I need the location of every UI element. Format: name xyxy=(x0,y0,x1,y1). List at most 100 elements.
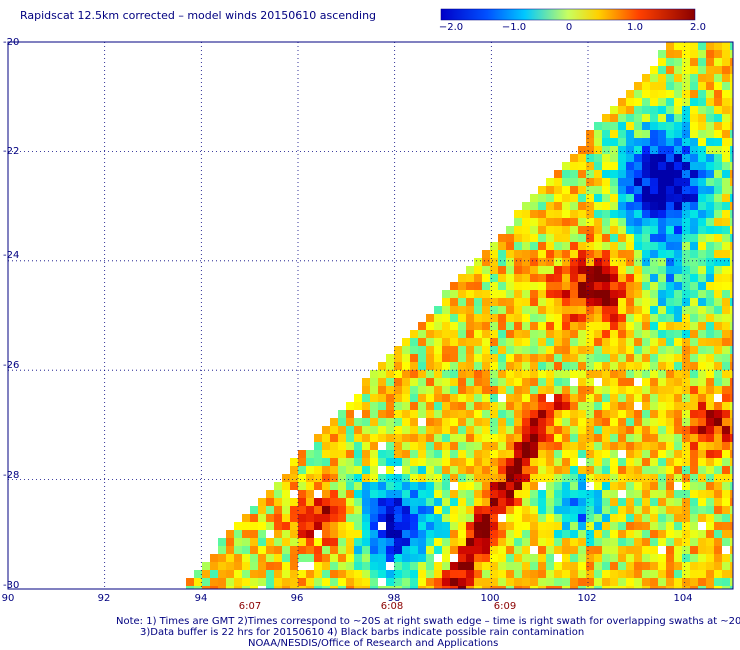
swath-cell xyxy=(522,314,530,322)
swath-cell xyxy=(626,186,634,194)
swath-cell xyxy=(618,570,626,578)
swath-cell xyxy=(298,546,306,554)
swath-cell xyxy=(602,298,610,306)
swath-cell xyxy=(386,434,394,442)
swath-cell xyxy=(570,242,578,250)
swath-cell xyxy=(674,386,682,394)
swath-cell xyxy=(698,106,706,114)
swath-cell xyxy=(530,586,538,589)
swath-cell xyxy=(522,354,530,362)
swath-cell xyxy=(666,186,674,194)
swath-cell xyxy=(602,338,610,346)
swath-cell xyxy=(626,146,634,154)
swath-cell xyxy=(610,266,618,274)
swath-cell xyxy=(682,114,690,122)
swath-cell xyxy=(482,410,490,418)
swath-cell xyxy=(522,386,530,394)
swath-cell xyxy=(402,578,410,586)
swath-cell xyxy=(266,498,274,506)
swath-cell xyxy=(434,338,442,346)
swath-cell xyxy=(698,458,706,466)
swath-cell xyxy=(658,106,666,114)
swath-cell xyxy=(714,490,722,498)
swath-cell xyxy=(530,282,538,290)
swath-cell xyxy=(714,162,722,170)
swath-cell xyxy=(570,434,578,442)
swath-cell xyxy=(274,506,282,514)
swath-cell xyxy=(546,362,554,370)
swath-cell xyxy=(666,106,674,114)
swath-cell xyxy=(594,362,602,370)
swath-cell xyxy=(434,410,442,418)
map-frame xyxy=(7,41,734,590)
swath-cell xyxy=(554,578,562,586)
swath-cell xyxy=(682,490,690,498)
swath-cell xyxy=(554,514,562,522)
swath-cell xyxy=(530,466,538,474)
swath-cell xyxy=(290,570,298,578)
swath-cell xyxy=(298,450,306,458)
swath-cell xyxy=(522,242,530,250)
swath-cell xyxy=(650,402,658,410)
swath-cell xyxy=(458,418,466,426)
swath-cell xyxy=(698,466,706,474)
swath-cell xyxy=(586,458,594,466)
swath-cell xyxy=(538,226,546,234)
swath-cell xyxy=(386,426,394,434)
swath-cell xyxy=(490,530,498,538)
swath-cell xyxy=(386,418,394,426)
swath-cell xyxy=(682,106,690,114)
swath-cell xyxy=(282,474,290,482)
swath-cell xyxy=(722,434,730,442)
swath-cell xyxy=(594,570,602,578)
swath-cell xyxy=(498,562,506,570)
swath-cell xyxy=(522,522,530,530)
swath-cell xyxy=(602,498,610,506)
swath-cell xyxy=(570,330,578,338)
swath-cell xyxy=(658,546,666,554)
swath-cell xyxy=(490,322,498,330)
swath-cell xyxy=(658,178,666,186)
swath-cell xyxy=(418,474,426,482)
swath-cell xyxy=(410,546,418,554)
swath-cell xyxy=(490,522,498,530)
swath-cell xyxy=(442,530,450,538)
swath-cell xyxy=(546,402,554,410)
swath-cell xyxy=(234,578,242,586)
swath-cell xyxy=(586,370,594,378)
swath-cell xyxy=(498,314,506,322)
swath-cell xyxy=(618,370,626,378)
swath-cell xyxy=(690,482,698,490)
swath-cell xyxy=(698,402,706,410)
swath-cell xyxy=(562,418,570,426)
swath-cell xyxy=(626,138,634,146)
swath-cell xyxy=(722,98,730,106)
swath-cell xyxy=(562,386,570,394)
swath-cell xyxy=(362,426,370,434)
swath-cell xyxy=(658,450,666,458)
swath-cell xyxy=(522,370,530,378)
swath-cell xyxy=(410,578,418,586)
swath-cell xyxy=(346,586,354,589)
swath-cell xyxy=(706,458,714,466)
swath-cell xyxy=(306,586,314,589)
swath-cell xyxy=(370,418,378,426)
swath-cell xyxy=(650,82,658,90)
swath-cell xyxy=(690,474,698,482)
swath-cell xyxy=(698,146,706,154)
swath-cell xyxy=(666,522,674,530)
swath-cell xyxy=(594,186,602,194)
swath-cell xyxy=(490,298,498,306)
swath-cell xyxy=(466,370,474,378)
swath-cell xyxy=(442,338,450,346)
swath-cell xyxy=(322,450,330,458)
swath-cell xyxy=(658,266,666,274)
swath-cell xyxy=(370,378,378,386)
swath-cell xyxy=(730,98,733,106)
swath-cell xyxy=(474,442,482,450)
swath-cell xyxy=(474,474,482,482)
swath-cell xyxy=(402,466,410,474)
swath-cell xyxy=(690,426,698,434)
swath-cell xyxy=(674,90,682,98)
swath-cell xyxy=(666,578,674,586)
